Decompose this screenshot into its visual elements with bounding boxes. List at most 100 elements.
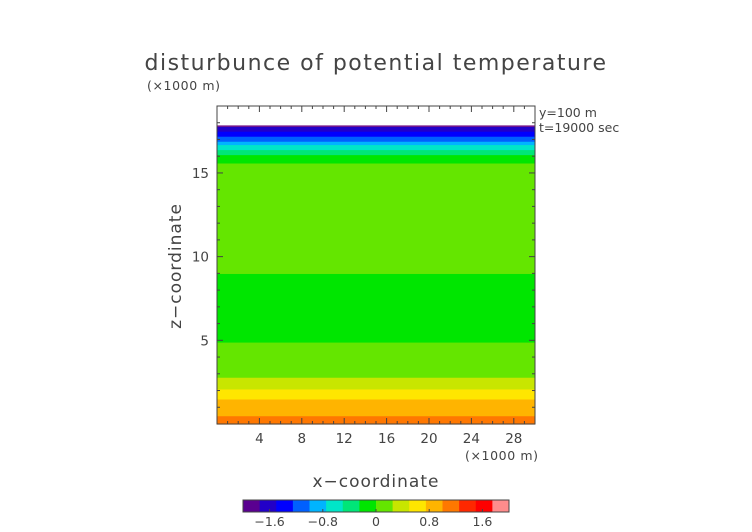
heatmap-band <box>217 258 535 261</box>
heatmap-band <box>217 176 535 179</box>
heatmap-band <box>217 196 535 199</box>
heatmap-band <box>217 316 535 320</box>
heatmap-band <box>217 355 535 358</box>
heatmap-band <box>217 259 535 263</box>
heatmap-band <box>217 203 535 206</box>
heatmap-band <box>217 263 535 266</box>
heatmap-band <box>217 204 535 208</box>
heatmap-band <box>217 177 535 181</box>
heatmap-band <box>217 152 535 156</box>
heatmap-band <box>217 377 535 380</box>
heatmap-band <box>217 221 535 224</box>
x-tick-label: 4 <box>255 431 264 447</box>
x-unit-label: (×1000 m) <box>465 448 539 463</box>
heatmap-band <box>217 188 535 191</box>
heatmap-band <box>217 293 535 296</box>
heatmap-band <box>217 313 535 316</box>
heatmap-band <box>217 353 535 356</box>
y-axis: 5 10 15 <box>192 105 535 408</box>
heatmap-band <box>217 325 535 328</box>
heatmap-band <box>217 147 535 151</box>
y-tick-label: 10 <box>192 250 209 266</box>
heatmap-band <box>217 363 535 367</box>
x-axis: 4 8 12 16 20 24 28 <box>227 106 536 447</box>
heatmap-band <box>217 193 535 196</box>
y-tick-label: 5 <box>200 333 209 349</box>
colorbar-swatch <box>492 500 510 512</box>
heatmap-band <box>217 229 535 233</box>
colorbar-swatch <box>475 500 493 512</box>
heatmap-band <box>217 417 535 420</box>
heatmap-band <box>217 365 535 368</box>
heatmap-band <box>217 333 535 336</box>
heatmap-band <box>217 253 535 256</box>
heatmap-band <box>217 151 535 154</box>
heatmap-band <box>217 387 535 390</box>
heatmap-band <box>217 266 535 269</box>
heatmap-band <box>217 315 535 318</box>
colorbar-swatch <box>309 500 327 512</box>
heatmap-band <box>217 300 535 303</box>
heatmap-band <box>217 216 535 219</box>
x-tick-label: 8 <box>298 431 307 447</box>
heatmap-band <box>217 256 535 259</box>
heatmap-band <box>217 367 535 370</box>
heatmap-band <box>217 208 535 211</box>
heatmap-band <box>217 231 535 234</box>
heatmap-band <box>217 320 535 323</box>
colorbar-tick-label: 0.8 <box>419 514 439 529</box>
heatmap-band <box>217 347 535 350</box>
heatmap-band <box>217 172 535 176</box>
heatmap-area <box>217 125 535 425</box>
heatmap-band <box>217 182 535 186</box>
heatmap-band <box>217 352 535 355</box>
heatmap-band <box>217 298 535 301</box>
heatmap-band <box>217 403 535 407</box>
heatmap-band <box>217 392 535 395</box>
heatmap-band <box>217 410 535 413</box>
heatmap-band <box>217 341 535 345</box>
heatmap-band <box>217 127 535 131</box>
colorbar: −1.6 −0.8 0 0.8 1.6 <box>242 499 510 529</box>
colorbar-swatch <box>276 500 294 512</box>
heatmap-band <box>217 362 535 365</box>
heatmap-band <box>217 191 535 194</box>
heatmap-band <box>217 184 535 187</box>
heatmap-band <box>217 261 535 264</box>
colorbar-swatch <box>442 500 460 512</box>
x-tick-label: 12 <box>336 431 353 447</box>
heatmap-band <box>217 270 535 273</box>
heatmap-band <box>217 206 535 209</box>
heatmap-band <box>217 164 535 167</box>
heatmap-band <box>217 144 535 147</box>
heatmap-band <box>217 383 535 387</box>
heatmap-band <box>217 397 535 400</box>
heatmap-band <box>217 236 535 239</box>
heatmap-band <box>217 370 535 373</box>
heatmap-band <box>217 285 535 288</box>
heatmap-band <box>217 321 535 325</box>
heatmap-band <box>217 226 535 229</box>
heatmap-band <box>217 393 535 397</box>
heatmap-band <box>217 275 535 278</box>
heatmap-band <box>217 246 535 249</box>
heatmap-band <box>217 198 535 201</box>
heatmap-band <box>217 209 535 213</box>
heatmap-band <box>217 402 535 405</box>
heatmap-band <box>217 368 535 372</box>
heatmap-band <box>217 201 535 204</box>
heatmap-band <box>217 233 535 236</box>
heatmap-band <box>217 350 535 353</box>
heatmap-band <box>217 326 535 330</box>
heatmap-band <box>217 265 535 268</box>
heatmap-band <box>217 167 535 171</box>
heatmap-band <box>217 290 535 293</box>
heatmap-band <box>217 295 535 298</box>
heatmap-band <box>217 169 535 172</box>
heatmap-band <box>217 239 535 243</box>
heatmap-band <box>217 211 535 214</box>
heatmap-band <box>217 131 535 134</box>
heatmap-band <box>217 126 535 129</box>
heatmap-band <box>217 234 535 238</box>
